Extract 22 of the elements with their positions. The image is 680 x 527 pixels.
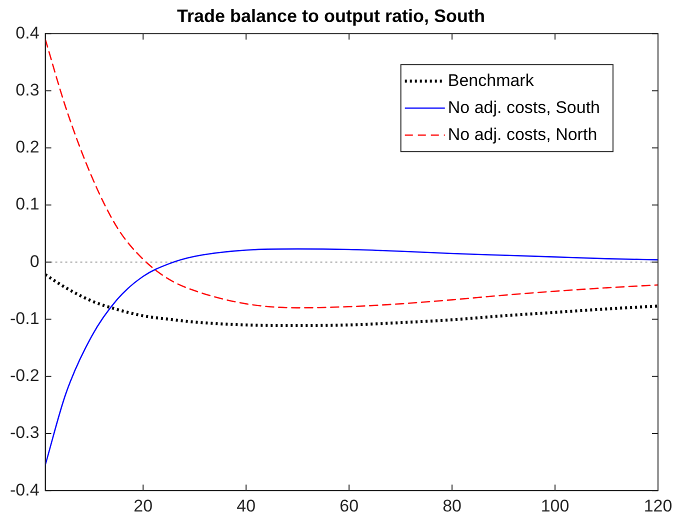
y-tick-label: -0.3: [10, 423, 40, 442]
x-tick-label: 80: [442, 496, 462, 516]
line-series: [45, 273, 658, 328]
line-series: [45, 248, 658, 466]
legend-label: No adj. costs, South: [448, 98, 600, 117]
line-series: [45, 38, 658, 308]
legend-label: Benchmark: [448, 70, 534, 90]
y-tick-label: 0.3: [16, 80, 40, 100]
x-tick-label: 100: [540, 496, 570, 516]
y-tick-label: 0: [30, 252, 40, 271]
chart-title: Trade balance to output ratio, South: [176, 6, 486, 26]
y-tick-label: -0.2: [10, 366, 40, 386]
x-tick-label: 60: [340, 496, 359, 516]
y-tick-label: -0.4: [10, 480, 40, 500]
x-tick-label: 120: [644, 496, 672, 516]
y-tick-label: 0.1: [16, 194, 40, 214]
legend-label: No adj. costs, North: [448, 124, 598, 144]
y-tick-label: 0.2: [16, 138, 40, 157]
x-tick-label: 20: [134, 496, 153, 516]
x-tick-label: 40: [236, 496, 256, 516]
y-tick-label: -0.1: [10, 308, 40, 328]
y-tick-label: 0.4: [16, 23, 40, 42]
